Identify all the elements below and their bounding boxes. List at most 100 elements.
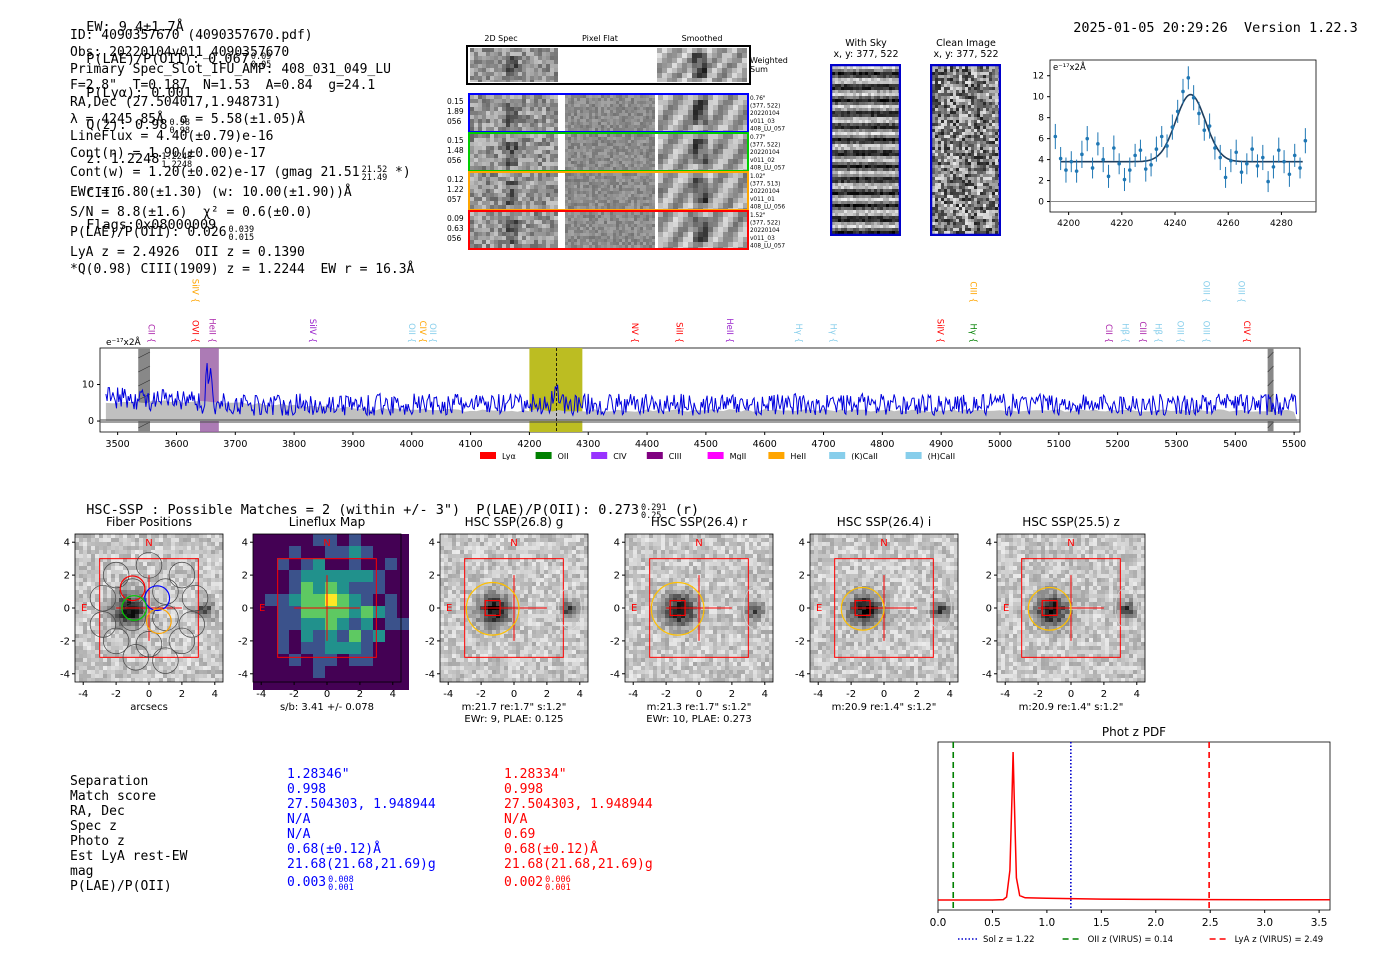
- fiber-circle: [178, 611, 205, 638]
- hsc-ytick: 2: [64, 571, 70, 582]
- row-side-label: v011_02: [750, 158, 775, 164]
- row-num: 0.63: [447, 224, 464, 233]
- full-spectrum: 3500 3600 3700 3800 3900 4000 4100 4200 4300 4400…: [82, 279, 1306, 460]
- info-plae: P(LAE)/P(OII): 0.026 0.039 0.015: [70, 224, 255, 243]
- zoom-point: [1197, 111, 1201, 116]
- zoom-point: [1096, 142, 1100, 146]
- match-value: 0.68(±0.12)Å: [504, 842, 598, 857]
- hsc-xtick: 2: [729, 689, 735, 700]
- hsc-e-label: E: [816, 603, 822, 614]
- hsc-panel: HSC SSP(25.5) z N E 4 2 0 -2 -4 -4 -2 0 2 4 m:20.9 re…: [982, 515, 1146, 713]
- row-num: 057: [447, 195, 462, 204]
- hsc-xtick: -4: [628, 689, 638, 700]
- row-side-label: 1.52": [750, 213, 766, 219]
- row-smoothed: [658, 173, 747, 209]
- hsc-xtick: 4: [577, 689, 583, 700]
- spectrum-unit-label: e⁻¹⁷x2Å: [106, 336, 142, 348]
- spectrum-line-mark: NV {: [629, 323, 639, 343]
- row-num: 1.89: [447, 107, 464, 116]
- row-side-label: 408_LU_057: [750, 126, 785, 132]
- zoom-chart: 0 2 4 6 8 10 12 4200 4220 4240 4260 4280 e⁻¹⁷x2Å: [1033, 59, 1317, 229]
- info-obs: Obs: 20220104v011_4090357670: [70, 44, 290, 60]
- row-num: 0.15: [447, 136, 464, 145]
- qz-value: Q(z): 0.98: [86, 117, 168, 133]
- spectrum-xtick: 5200: [1106, 439, 1130, 450]
- row-num: 056: [447, 117, 462, 126]
- fiber-circle: [102, 561, 130, 589]
- info-lineflux: LineFlux = 4.40(±0.79)e-16: [70, 128, 274, 144]
- hsc-panel-title: HSC SSP(26.4) i: [837, 515, 932, 529]
- match-value: 0.69: [504, 827, 536, 842]
- zoom-point: [1170, 125, 1175, 129]
- row-2dspec: [470, 134, 558, 170]
- zoom-point: [1117, 161, 1121, 166]
- spectrum-legend-label: CIII: [669, 452, 682, 460]
- hsc-xtick: 4: [390, 689, 396, 700]
- row-side-label: 20220104: [750, 111, 780, 117]
- hsc-aperture-box: [649, 558, 749, 658]
- detection-info: ID: 4090357670 (4090357670.pdf) Obs: 202…: [70, 28, 414, 279]
- photz-xtick: 0.5: [984, 917, 1001, 929]
- info-radec: RA,Dec (27.504017,1.948731): [70, 95, 282, 111]
- hsc-ytick: -4: [982, 669, 992, 680]
- match-label: mag: [70, 864, 94, 879]
- z-value: z: 1.2248: [86, 151, 160, 167]
- spectrum-legend-swatch: [905, 452, 922, 459]
- spectrum-line-mark: CII {: [1103, 324, 1113, 343]
- hsc-xtick: 2: [357, 689, 363, 700]
- row-smoothed: [658, 134, 747, 170]
- col-label-smoothed: Smoothed: [682, 34, 723, 43]
- match-value: 0.998: [504, 782, 544, 797]
- col-label-2dspec: 2D Spec: [484, 34, 517, 43]
- hsc-n-label: N: [145, 538, 152, 549]
- spectrum-xtick: 3900: [341, 439, 365, 450]
- photz-legend-label: LyA z (VIRUS) = 2.49: [1235, 935, 1324, 945]
- spectrum-line-mark: Hγ {: [793, 323, 803, 343]
- hsc-xtick: -4: [256, 689, 266, 700]
- hsc-aperture-box: [277, 558, 377, 658]
- info-contn: Cont(n) = 1.90(±0.00)e-17: [70, 145, 266, 161]
- zoom-point: [1133, 153, 1137, 158]
- spectrum-ytick: 0: [88, 416, 94, 427]
- spectrum-line-mark: OIII {: [1175, 321, 1185, 343]
- photz-title: Phot z PDF: [1102, 725, 1166, 739]
- row-pixelflat: [565, 95, 655, 131]
- hsc-ytick: 4: [986, 538, 992, 549]
- spectrum-xtick: 4000: [400, 439, 424, 450]
- match-label: Photo z: [70, 834, 125, 849]
- hsc-xtick: -4: [813, 689, 823, 700]
- zoom-point: [1218, 155, 1223, 160]
- zoom-ytick: 10: [1033, 93, 1045, 103]
- hsc-xtick: -4: [1000, 689, 1010, 700]
- hsc-ytick: 0: [986, 604, 992, 615]
- spectrum-line-mark: Hγ {: [968, 323, 978, 343]
- zoom-point: [1250, 147, 1254, 151]
- zoom-point: [1149, 163, 1153, 167]
- spectrum-xtick: 5100: [1047, 439, 1071, 450]
- hsc-e-label: E: [1003, 603, 1009, 614]
- match-value: 21.68(21.68,21.69)g: [287, 857, 436, 872]
- fiber-circle: [89, 584, 117, 612]
- spectrum-ytick: 10: [82, 380, 94, 391]
- info-lya: LyA z = 2.4926 OII z = 0.1390: [70, 244, 305, 260]
- hsc-ytick: 4: [242, 538, 248, 549]
- zoom-point: [1191, 95, 1196, 100]
- spectrum-line: [105, 363, 1297, 418]
- match-value: 27.504303, 1.948944: [504, 797, 653, 812]
- zoom-point: [1112, 146, 1116, 150]
- hsc-xtick: 4: [947, 689, 953, 700]
- hsc-xtick: -4: [443, 689, 453, 700]
- hsc-panel-title: Lineflux Map: [289, 515, 365, 529]
- hsc-catalog-box: [669, 599, 686, 616]
- hsc-caption: m:21.3 re:1.7" s:1.2": [647, 702, 752, 713]
- row-side-label: 0.76": [750, 96, 766, 102]
- fiber-circle: [168, 627, 196, 655]
- hsc-caption: m:20.9 re:1.4" s:1.2": [832, 702, 937, 713]
- zoom-point: [1101, 157, 1105, 162]
- match-value: N/A: [504, 812, 528, 827]
- spectrum-line-mark: SiIV {: [189, 279, 199, 303]
- spectrum-legend-label: (K)CaII: [851, 452, 878, 460]
- fiber-circle: [89, 611, 117, 638]
